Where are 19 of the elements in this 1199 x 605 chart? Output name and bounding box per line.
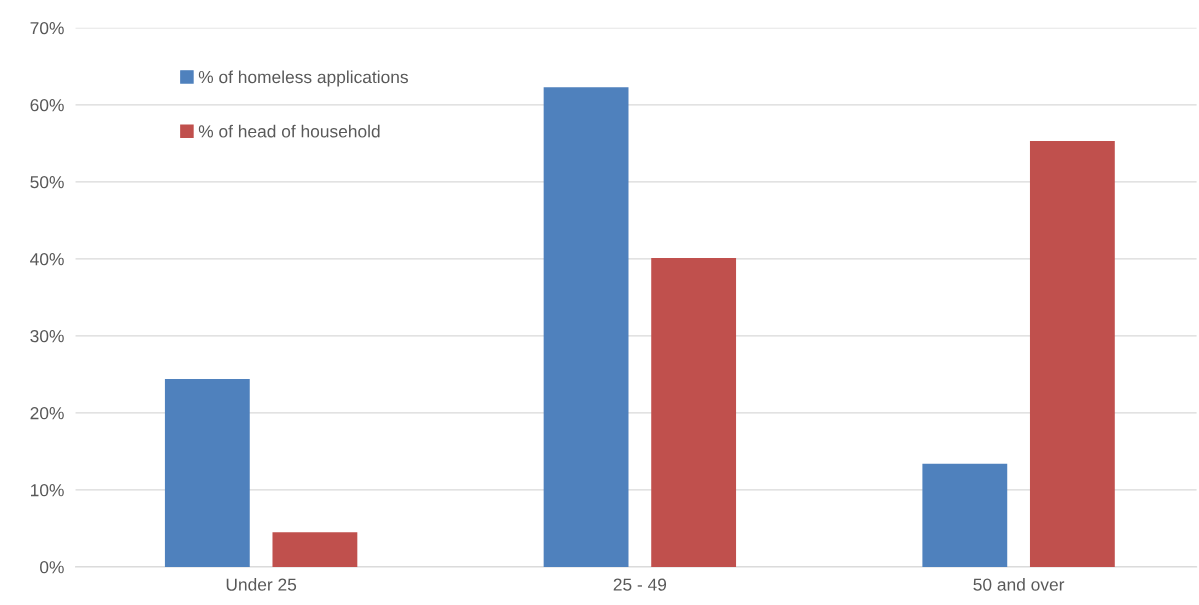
y-tick-label: 70% <box>30 22 64 35</box>
y-tick-label: 50% <box>30 176 64 189</box>
bar <box>922 463 1008 567</box>
bar <box>1029 141 1115 567</box>
x-tick-label: Under 25 <box>226 578 297 591</box>
bar <box>272 532 358 567</box>
y-tick-label: 40% <box>30 253 64 266</box>
y-tick-label: 60% <box>30 99 64 112</box>
legend-label: % of homeless applications <box>198 70 408 87</box>
bar <box>164 378 250 567</box>
x-tick-label: 50 and over <box>973 578 1065 591</box>
y-tick-label: 30% <box>30 330 64 343</box>
bar <box>543 87 629 567</box>
x-tick-label: 25 - 49 <box>613 578 667 591</box>
y-tick-label: 0% <box>40 561 64 574</box>
y-tick-label: 10% <box>31 484 64 497</box>
y-tick-label: 20% <box>30 407 64 420</box>
bar <box>651 258 737 567</box>
legend-label: % of head of household <box>198 124 380 138</box>
